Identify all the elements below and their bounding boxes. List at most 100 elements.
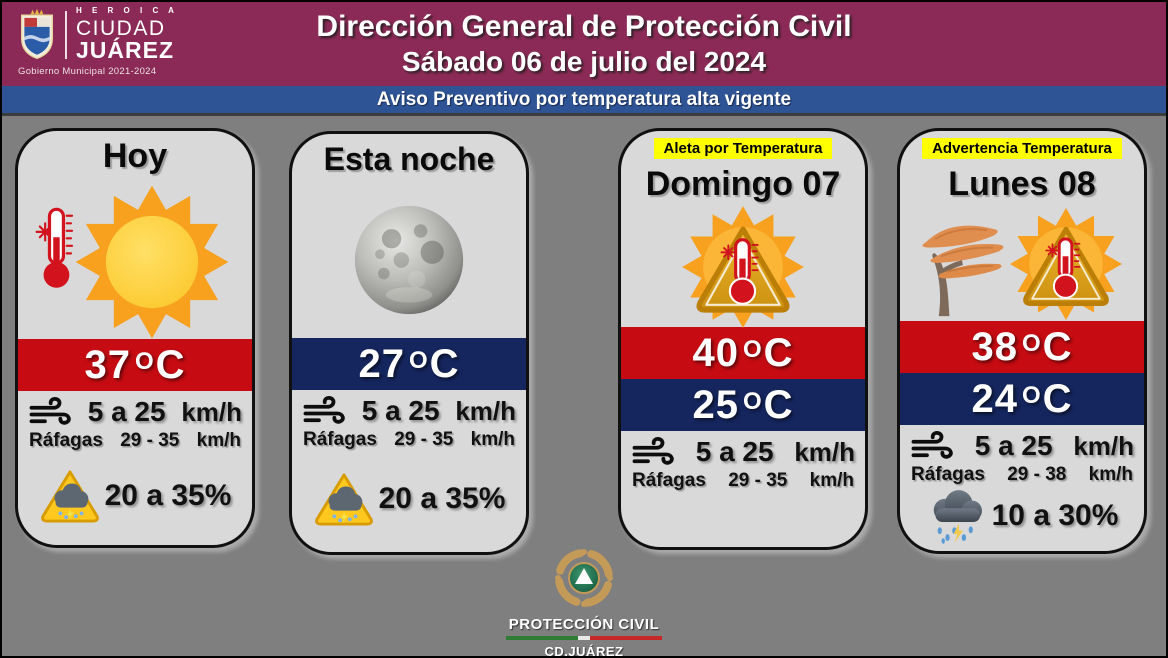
header: H E R O I C A CIUDAD JUÁREZ Gobierno Mun… (2, 2, 1166, 86)
degree-symbol: O (742, 387, 763, 415)
low-temp-value: 25 (692, 382, 739, 427)
rain-probability: 10 a 30% (900, 486, 1144, 552)
high-temperature-band: 38 OC (900, 321, 1144, 373)
city-logo: H E R O I C A CIUDAD JUÁREZ Gobierno Mun… (18, 6, 178, 78)
gusts-unit: km/h (470, 429, 515, 450)
gusts-unit: km/h (809, 470, 854, 491)
gusts-unit: km/h (196, 430, 241, 451)
wind-icon (302, 395, 346, 427)
page-title: Dirección General de Protección Civil (316, 10, 852, 43)
forecast-card-hoy: Hoy 37 OC 5 a 25 km/h Ráfagas 29 - 35 km/… (15, 128, 255, 548)
rain-probability: 20 a 35% (292, 451, 526, 552)
card-icon-zone (900, 207, 1144, 321)
wind-icon (910, 430, 954, 462)
card-title: Domingo 07 (645, 165, 841, 203)
degree-symbol: O (134, 347, 155, 375)
gusts-range: 29 - 35 (394, 429, 454, 450)
wind-info: 5 a 25 km/h Ráfagas 29 - 35 km/h (621, 431, 865, 492)
header-titles: Dirección General de Protección Civil Sá… (2, 9, 1166, 79)
proteccion-civil-emblem-icon (552, 546, 616, 610)
government-label: Gobierno Municipal 2021-2024 (18, 66, 157, 77)
high-temperature-band: 40 OC (621, 327, 865, 379)
wind-unit: km/h (455, 395, 516, 426)
gusts-range: 29 - 35 (728, 470, 788, 491)
wind-range: 5 a 25 (87, 396, 166, 427)
rain-chance-value: 10 a 30% (991, 499, 1119, 532)
page-date: Sábado 06 de julio del 2024 (401, 46, 767, 77)
heroica-label: H E R O I C A (76, 6, 178, 15)
gusts-label: Ráfagas (303, 429, 377, 450)
gusts-range: 29 - 35 (120, 430, 180, 451)
high-temp-value: 40 (692, 330, 739, 375)
card-icon-zone (292, 182, 526, 338)
degree-symbol: O (742, 335, 763, 363)
advisory-banner-text: Aviso Preventivo por temperatura alta vi… (376, 88, 792, 110)
org-name: PROTECCIÓN CIVIL (508, 616, 660, 633)
card-title: Lunes 08 (948, 165, 1096, 203)
wind-icon (28, 396, 72, 428)
wind-range: 5 a 25 (695, 436, 774, 467)
gusts-label: Ráfagas (632, 470, 706, 491)
wind-unit: km/h (794, 436, 855, 467)
low-temperature-band: 24 OC (900, 373, 1144, 425)
city-coat-of-arms-icon (18, 8, 56, 62)
degree-unit: C (429, 341, 460, 386)
degree-symbol: O (1021, 381, 1042, 409)
card-title: Esta noche (323, 141, 495, 177)
high-temp-value: 38 (971, 324, 1018, 369)
forecast-card-esta-noche: Esta noche 27 OC 5 a 25 km/h Ráfagas 29 -… (289, 131, 529, 555)
wind-info: 5 a 25 km/h Ráfagas 29 - 38 km/h (900, 425, 1144, 486)
degree-unit: C (763, 382, 794, 427)
high-temp-value: 37 (84, 342, 131, 387)
storm-warning-triangle-icon (313, 471, 375, 527)
rain-chance-value: 20 a 35% (378, 481, 506, 515)
low-temperature-band: 25 OC (621, 379, 865, 431)
rain-probability: 20 a 35% (18, 452, 252, 545)
gusts-range: 29 - 38 (1007, 464, 1067, 485)
wind-range: 5 a 25 (361, 395, 440, 426)
card-title: Hoy (102, 137, 168, 175)
wind-info: 5 a 25 km/h Ráfagas 29 - 35 km/h (292, 390, 526, 451)
low-temp-value: 24 (971, 376, 1018, 421)
advisory-banner: Aviso Preventivo por temperatura alta vi… (2, 86, 1166, 116)
city-name-line2: JUÁREZ (76, 37, 175, 63)
org-city: CD.JUÁREZ (544, 644, 624, 658)
wind-unit: km/h (181, 396, 242, 427)
degree-symbol: O (1021, 329, 1042, 357)
storm-warning-triangle-icon (39, 468, 101, 524)
city-name-line1: CIUDAD (76, 17, 166, 40)
low-temp-value: 27 (358, 341, 405, 386)
degree-unit: C (1042, 376, 1073, 421)
heat-alert-icon (1008, 206, 1124, 322)
heat-alert-icon (680, 204, 806, 330)
wind-unit: km/h (1073, 430, 1134, 461)
degree-unit: C (155, 342, 186, 387)
sun-icon (73, 183, 231, 341)
card-icon-zone (621, 207, 865, 327)
flag-divider (506, 636, 662, 640)
degree-unit: C (763, 330, 794, 375)
degree-symbol: O (408, 346, 429, 374)
thermometer-icon (30, 205, 84, 291)
wind-range: 5 a 25 (974, 430, 1053, 461)
temperature-alert-label: Aleta por Temperatura (653, 138, 833, 159)
logo-divider (65, 10, 67, 59)
forecast-card-domingo-07: Aleta por Temperatura Domingo 07 40 OC 25… (618, 128, 868, 550)
degree-unit: C (1042, 324, 1073, 369)
gusts-unit: km/h (1088, 464, 1133, 485)
wind-icon (631, 436, 675, 468)
low-temperature-band: 27 OC (292, 338, 526, 390)
storm-cloud-icon (926, 486, 988, 546)
card-icon-zone (18, 179, 252, 339)
forecast-card-lunes-08: Advertencia Temperatura Lunes 08 38 OC 24… (897, 128, 1147, 554)
wind-info: 5 a 25 km/h Ráfagas 29 - 35 km/h (18, 391, 252, 452)
gusts-label: Ráfagas (911, 464, 985, 485)
forecast-area: Hoy 37 OC 5 a 25 km/h Ráfagas 29 - 35 km/… (2, 116, 1166, 658)
rain-chance-value: 20 a 35% (104, 478, 232, 512)
high-temperature-band: 37 OC (18, 339, 252, 391)
gusts-label: Ráfagas (29, 430, 103, 451)
windy-tree-icon (908, 210, 1012, 318)
temperature-warning-label: Advertencia Temperatura (922, 138, 1122, 159)
full-moon-icon (351, 202, 467, 318)
